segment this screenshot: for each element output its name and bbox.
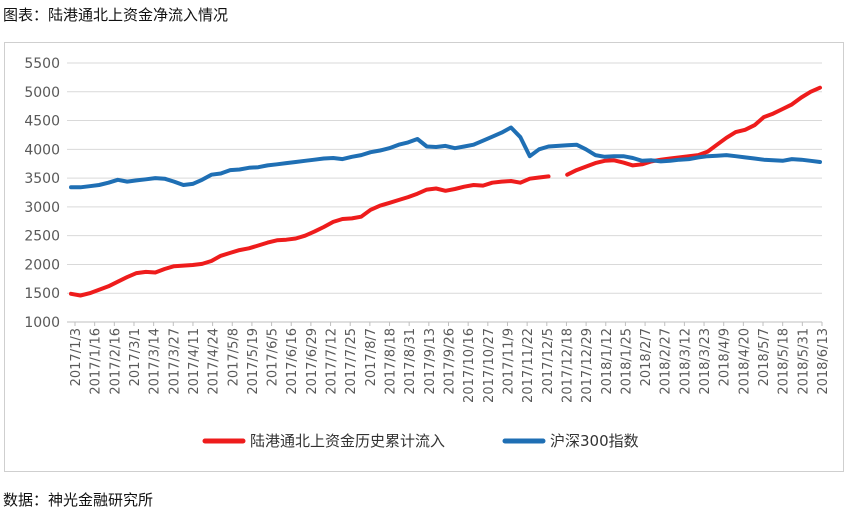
y-tick-label: 5000 (24, 85, 60, 101)
x-tick-label: 2017/8/31 (403, 328, 418, 395)
x-tick-label: 2018/1/25 (619, 328, 634, 395)
page-title: 图表：陆港通北上资金净流入情况 (3, 6, 229, 24)
x-tick-label: 2017/8/18 (384, 328, 399, 395)
x-tick-label: 2017/4/24 (207, 328, 222, 395)
x-tick-label: 2018/5/7 (757, 328, 772, 386)
x-tick-label: 2017/12/18 (560, 328, 575, 403)
x-tick-label: 2017/1/16 (89, 328, 104, 395)
x-tick-label: 2017/1/3 (69, 328, 84, 386)
x-tick-label: 2017/6/16 (285, 328, 300, 395)
x-tick-label: 2017/3/14 (148, 328, 163, 395)
x-tick-label: 2017/3/27 (167, 328, 182, 395)
x-tick-label: 2017/11/22 (521, 328, 536, 403)
y-tick-label: 2000 (24, 257, 60, 273)
x-tick-label: 2018/6/13 (816, 328, 831, 395)
series-line-csi300 (69, 125, 822, 190)
chart-legend: 陆港通北上资金历史累计流入 沪深300指数 (202, 432, 639, 450)
y-tick-label: 4500 (24, 114, 60, 130)
y-axis-ticks: 1000 1500 2000 2500 3000 3500 4000 4500 5000 5500 (24, 56, 60, 331)
x-tick-label: 2017/11/9 (501, 328, 516, 395)
x-tick-label: 2018/4/9 (718, 328, 733, 386)
x-tick-label: 2017/6/29 (305, 328, 320, 395)
x-tick-label: 2018/2/27 (659, 328, 674, 395)
y-tick-label: 3500 (24, 171, 60, 187)
x-tick-label: 2018/3/23 (698, 328, 713, 395)
y-tick-label: 1000 (24, 315, 60, 331)
x-tick-label: 2018/5/31 (796, 328, 811, 395)
x-axis-ticks: 2017/1/3 2017/1/16 2017/2/16 2017/3/1 2017/3… (69, 322, 831, 403)
chart-series (69, 85, 822, 298)
x-tick-label: 2017/10/16 (462, 328, 477, 403)
source-note: 数据：神光金融研究所 (3, 491, 154, 509)
y-tick-label: 5500 (24, 56, 60, 72)
legend-label: 沪深300指数 (550, 432, 639, 450)
x-tick-label: 2017/9/26 (443, 328, 458, 395)
chart-frame: 1000 1500 2000 2500 3000 3500 4000 4500 5000 5500… (4, 42, 844, 472)
x-tick-label: 2017/8/7 (364, 328, 379, 386)
x-tick-label: 2018/3/12 (678, 328, 693, 395)
legend-label: 陆港通北上资金历史累计流入 (250, 432, 445, 450)
x-tick-label: 2017/12/29 (580, 328, 595, 403)
legend-csi300: 沪深300指数 (502, 432, 639, 450)
y-tick-label: 4000 (24, 142, 60, 158)
legend-northbound-flow: 陆港通北上资金历史累计流入 (202, 432, 445, 450)
x-tick-label: 2017/7/12 (325, 328, 340, 395)
x-tick-label: 2017/3/1 (128, 328, 143, 386)
x-tick-label: 2017/5/8 (226, 328, 241, 386)
y-tick-label: 3000 (24, 200, 60, 216)
x-tick-label: 2018/2/7 (639, 328, 654, 386)
line-chart: 1000 1500 2000 2500 3000 3500 4000 4500 5000 5500… (24, 56, 831, 450)
x-tick-label: 2017/12/5 (541, 328, 556, 395)
x-tick-label: 2017/9/13 (423, 328, 438, 395)
x-tick-label: 2017/2/16 (108, 328, 123, 395)
x-tick-label: 2017/10/27 (482, 328, 497, 403)
x-tick-label: 2017/7/25 (344, 328, 359, 395)
y-tick-label: 1500 (24, 286, 60, 302)
y-tick-label: 2500 (24, 229, 60, 245)
series-line-northbound-flow (69, 85, 822, 298)
x-tick-label: 2018/4/20 (737, 328, 752, 395)
x-tick-label: 2017/4/11 (187, 328, 202, 395)
x-tick-label: 2018/1/12 (600, 328, 615, 395)
x-tick-label: 2017/6/5 (266, 328, 281, 386)
x-tick-label: 2017/5/19 (246, 328, 261, 395)
x-tick-label: 2018/5/18 (777, 328, 792, 395)
